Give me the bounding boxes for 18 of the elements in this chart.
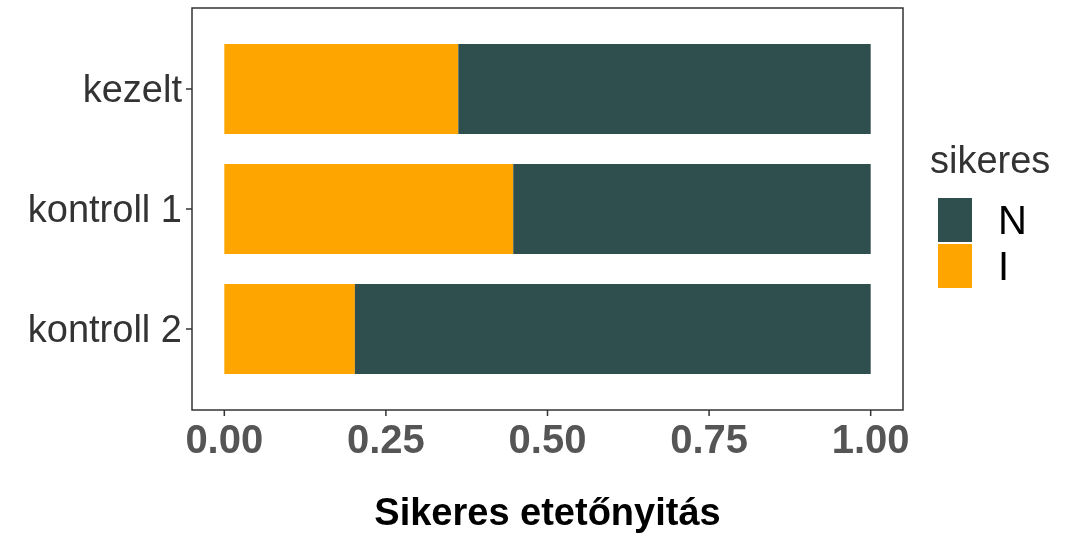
bar bbox=[224, 164, 514, 254]
y-tick-label: kontroll 2 bbox=[27, 308, 182, 351]
x-tick-label: 1.00 bbox=[831, 417, 910, 461]
x-tick-label: 0.75 bbox=[670, 417, 749, 461]
bar bbox=[513, 164, 871, 254]
bar bbox=[224, 284, 355, 374]
bar bbox=[224, 44, 459, 134]
bar bbox=[458, 44, 871, 134]
x-axis-title: Sikeres etetőnyitás bbox=[374, 491, 721, 533]
y-tick-label: kontroll 1 bbox=[27, 188, 182, 231]
bar bbox=[354, 284, 871, 374]
x-tick-label: 0.00 bbox=[185, 417, 264, 461]
x-tick-label: 0.50 bbox=[508, 417, 587, 461]
legend-label: I bbox=[998, 244, 1010, 288]
legend-title: sikeres bbox=[930, 139, 1051, 181]
x-tick-label: 0.25 bbox=[346, 417, 425, 461]
y-tick-label: kezelt bbox=[82, 68, 183, 111]
legend-label: N bbox=[998, 198, 1027, 242]
